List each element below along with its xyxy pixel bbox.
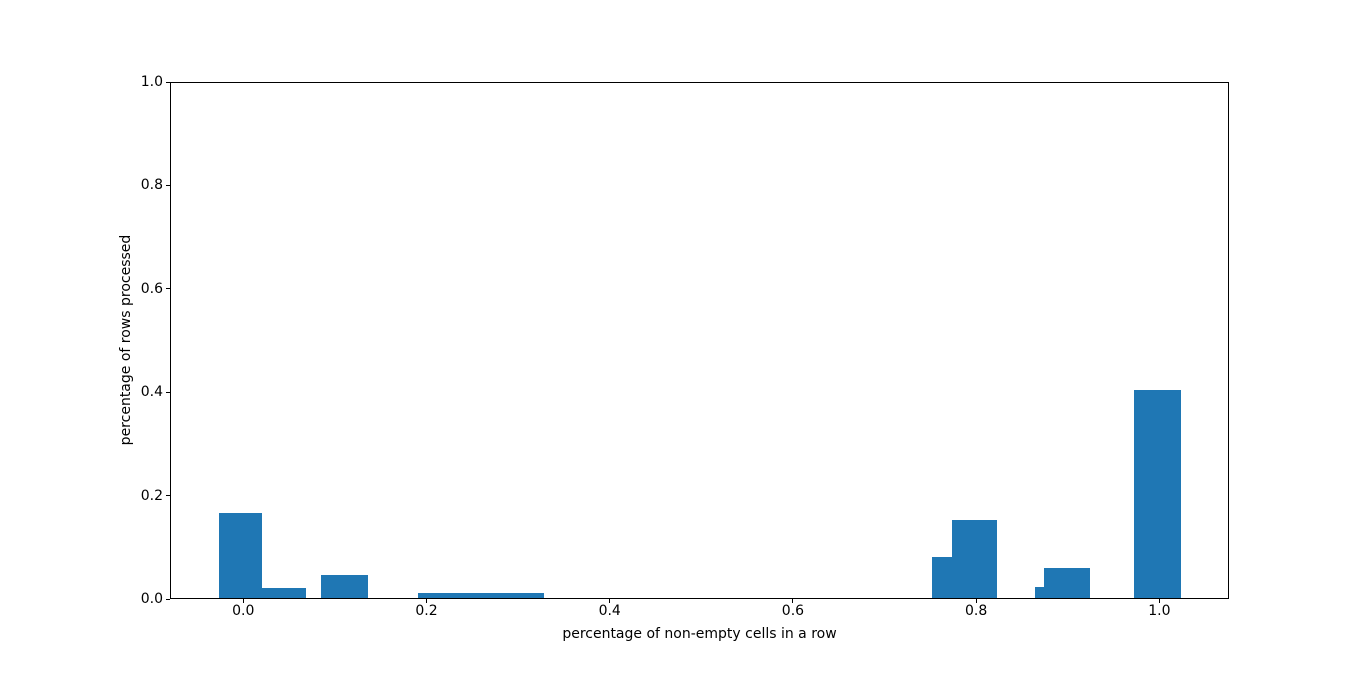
histogram-bar bbox=[261, 588, 306, 599]
y-tick-label: 1.0 bbox=[140, 74, 163, 90]
x-tick-mark bbox=[242, 599, 244, 603]
histogram-bar bbox=[219, 513, 262, 599]
y-tick-mark bbox=[166, 598, 170, 600]
x-tick-mark bbox=[1158, 599, 1160, 603]
histogram-bar bbox=[321, 574, 368, 599]
histogram-bar bbox=[1034, 587, 1044, 599]
x-tick-label: 0.6 bbox=[781, 603, 805, 619]
y-tick-label: 0.8 bbox=[140, 177, 163, 194]
y-tick-mark bbox=[166, 184, 170, 186]
y-tick-mark bbox=[166, 495, 170, 497]
x-tick-label: 0.4 bbox=[598, 603, 621, 619]
y-tick-label: 0.4 bbox=[140, 384, 163, 401]
y-tick-label: 0.6 bbox=[140, 280, 163, 297]
x-tick-mark bbox=[426, 599, 427, 603]
x-tick-mark bbox=[792, 599, 794, 603]
y-tick-label: 0.0 bbox=[140, 591, 163, 607]
x-tick-label: 0.0 bbox=[232, 603, 255, 619]
histogram-bar bbox=[932, 556, 953, 599]
x-axis-label: percentage of non-empty cells in a row bbox=[562, 626, 837, 642]
histogram-bar bbox=[1043, 568, 1090, 599]
x-tick-mark bbox=[609, 599, 611, 603]
y-tick-mark bbox=[166, 391, 170, 393]
x-tick-label: 1.0 bbox=[1148, 603, 1171, 619]
x-tick-label: 0.2 bbox=[415, 603, 438, 619]
x-tick-mark bbox=[975, 599, 977, 603]
y-tick-mark bbox=[166, 81, 170, 83]
histogram-bar bbox=[1133, 390, 1182, 599]
histogram-bar bbox=[952, 519, 998, 599]
x-tick-label: 0.8 bbox=[965, 603, 988, 619]
y-tick-label: 0.2 bbox=[140, 487, 163, 504]
y-axis-label: percentage of rows processed bbox=[118, 234, 134, 446]
y-tick-mark bbox=[166, 288, 170, 290]
histogram-bar bbox=[418, 593, 544, 599]
plot-area bbox=[170, 82, 1229, 599]
